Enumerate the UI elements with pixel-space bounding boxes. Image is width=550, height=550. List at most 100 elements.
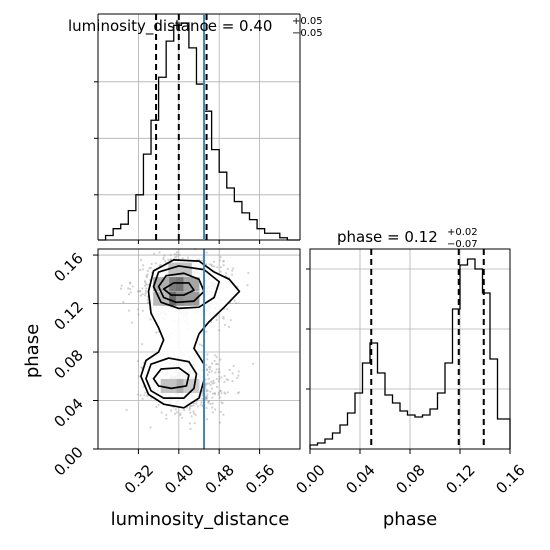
joint-sample-point (211, 396, 214, 399)
joint-sample-point (173, 252, 176, 256)
joint-sample-point (236, 392, 240, 395)
joint-sample-point (218, 259, 221, 262)
joint-sample-point (205, 397, 209, 400)
joint-sample-point (209, 383, 212, 387)
joint-sample-point (211, 382, 214, 385)
joint-sample-point (216, 266, 219, 269)
joint-sample-point (207, 401, 210, 404)
joint-sample-point (215, 377, 218, 380)
joint-sample-point (129, 291, 132, 294)
joint-sample-point (222, 264, 225, 267)
joint-density-cell-14 (160, 378, 177, 393)
joint-sample-point (210, 380, 213, 383)
joint-sample-point (204, 396, 207, 399)
joint-sample-point (205, 390, 208, 393)
joint-sample-point (235, 301, 238, 305)
joint-sample-point (145, 287, 148, 290)
joint-sample-point (217, 370, 220, 374)
joint-sample-point (236, 376, 239, 380)
joint-sample-point (207, 400, 210, 403)
joint-sample-point (119, 287, 123, 290)
joint-sample-point (150, 262, 153, 265)
joint-sample-point (222, 316, 225, 319)
joint-sample-point (144, 281, 147, 284)
joint-sample-point (205, 363, 208, 367)
joint-ytick-label-1: 0.04 (50, 395, 86, 431)
joint-sample-point (144, 290, 147, 293)
joint-sample-point (224, 272, 228, 275)
joint-sample-point (215, 362, 218, 366)
joint-sample-point (137, 313, 140, 316)
joint-sample-point (231, 372, 234, 375)
phase-hist-title-sup: +0.02 (447, 227, 478, 238)
phase-hist-title: phase = 0.12 (337, 228, 438, 246)
joint-sample-point (211, 402, 214, 405)
joint-sample-point (194, 413, 197, 417)
joint-sample-point (231, 380, 234, 383)
joint-sample-point (218, 377, 221, 381)
joint-sample-point (169, 257, 172, 261)
joint-sample-point (224, 392, 227, 395)
joint-sample-point (211, 392, 215, 395)
joint-sample-point (160, 411, 163, 414)
joint-sample-point (127, 293, 131, 296)
joint-sample-point (211, 406, 214, 409)
joint-sample-point (206, 353, 209, 356)
joint-sample-point (205, 330, 208, 333)
joint-sample-point (210, 362, 214, 365)
joint-sample-point (145, 274, 148, 277)
joint-sample-point (139, 394, 142, 397)
joint-sample-point (149, 426, 152, 429)
joint-sample-point (142, 264, 145, 267)
joint-sample-point (131, 285, 134, 288)
joint-sample-point (205, 406, 208, 409)
joint-sample-point (195, 402, 198, 405)
joint-sample-point (192, 410, 195, 413)
joint-sample-point (209, 366, 212, 369)
joint-density-panel: 0.32 0.40 0.48 0.56 0.00 0.04 0.08 0.12 0.16 (50, 248, 301, 497)
joint-sample-point (205, 251, 208, 254)
joint-sample-point (219, 266, 223, 269)
joint-sample-point (137, 375, 140, 378)
joint-sample-point (214, 371, 217, 374)
joint-sample-point (155, 405, 158, 409)
joint-sample-point (176, 253, 179, 256)
joint-sample-point (196, 405, 199, 408)
joint-sample-point (189, 427, 192, 431)
joint-sample-point (143, 280, 147, 283)
joint-sample-point (213, 392, 216, 395)
joint-sample-point (128, 282, 132, 285)
joint-sample-point (127, 287, 130, 290)
joint-sample-point (120, 284, 123, 287)
joint-sample-point (200, 401, 203, 404)
joint-sample-point (213, 260, 216, 263)
joint-sample-point (208, 400, 211, 403)
joint-sample-point (128, 281, 132, 284)
joint-sample-point (143, 294, 147, 297)
joint-sample-point (129, 287, 132, 291)
joint-sample-point (227, 325, 231, 329)
joint-sample-point (183, 409, 186, 412)
joint-sample-point (146, 394, 149, 397)
joint-sample-point (145, 275, 149, 279)
joint-sample-point (217, 393, 220, 396)
joint-sample-point (190, 404, 193, 408)
joint-sample-point (208, 368, 211, 371)
joint-sample-point (219, 358, 222, 361)
joint-sample-point (128, 309, 131, 312)
joint-sample-point (205, 396, 208, 399)
joint-sample-point (141, 268, 144, 271)
joint-sample-point (125, 408, 128, 412)
joint-sample-point (217, 391, 220, 394)
joint-sample-point (209, 390, 212, 393)
phase-hist-title-sub: −0.07 (447, 239, 478, 250)
joint-sample-point (215, 368, 218, 371)
joint-sample-point (218, 371, 221, 374)
joint-sample-point (218, 421, 222, 424)
joint-sample-point (141, 397, 144, 401)
joint-sample-point (204, 384, 207, 387)
joint-sample-point (179, 412, 182, 415)
joint-sample-point (207, 366, 210, 369)
joint-sample-point (214, 408, 217, 411)
joint-sample-point (198, 343, 202, 346)
